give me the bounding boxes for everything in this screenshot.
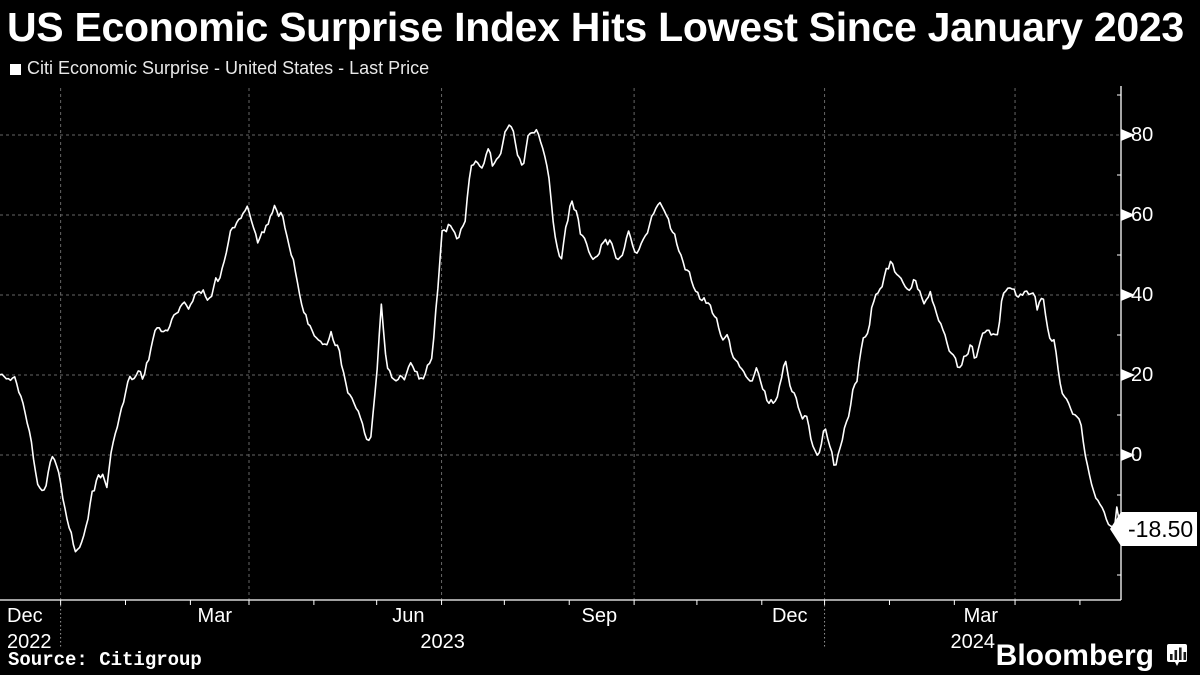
svg-text:20: 20: [1131, 364, 1153, 386]
svg-text:Sep: Sep: [582, 605, 618, 627]
svg-text:0: 0: [1131, 444, 1142, 466]
svg-text:Jun: Jun: [392, 605, 424, 627]
svg-text:Mar: Mar: [964, 605, 999, 627]
svg-text:2024: 2024: [951, 631, 996, 653]
svg-text:Dec: Dec: [7, 605, 43, 627]
svg-text:40: 40: [1131, 284, 1153, 306]
svg-text:2023: 2023: [420, 631, 465, 653]
svg-text:80: 80: [1131, 124, 1153, 146]
svg-text:Dec: Dec: [772, 605, 808, 627]
svg-text:60: 60: [1131, 204, 1153, 226]
svg-text:Mar: Mar: [198, 605, 233, 627]
svg-text:-18.50: -18.50: [1128, 516, 1193, 542]
